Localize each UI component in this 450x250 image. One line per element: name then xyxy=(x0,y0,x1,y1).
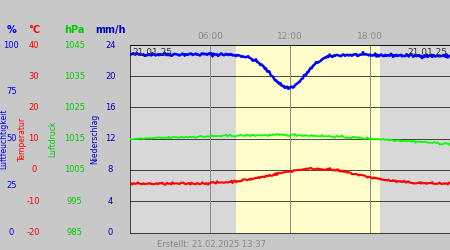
Text: Erstellt: 21.02.2025 13:37: Erstellt: 21.02.2025 13:37 xyxy=(157,240,266,249)
Text: 24: 24 xyxy=(105,40,116,50)
Text: 25: 25 xyxy=(6,181,17,190)
Text: Luftdruck: Luftdruck xyxy=(49,120,58,157)
Text: %: % xyxy=(6,25,16,35)
Text: 75: 75 xyxy=(6,88,17,96)
Text: 06:00: 06:00 xyxy=(197,32,223,41)
Text: 21.01.25: 21.01.25 xyxy=(132,48,172,56)
Text: Temperatur: Temperatur xyxy=(18,117,27,161)
Text: 995: 995 xyxy=(67,197,82,206)
Text: 1025: 1025 xyxy=(64,103,85,112)
Text: 12: 12 xyxy=(105,134,116,143)
Text: hPa: hPa xyxy=(64,25,85,35)
Text: 20: 20 xyxy=(105,72,116,81)
Text: 12:00: 12:00 xyxy=(277,32,303,41)
Text: 30: 30 xyxy=(28,72,39,81)
Text: 21.01.25: 21.01.25 xyxy=(408,48,448,56)
Text: 4: 4 xyxy=(108,197,113,206)
Text: 10: 10 xyxy=(28,134,39,143)
Text: -20: -20 xyxy=(27,228,40,237)
Text: 50: 50 xyxy=(6,134,17,143)
Text: °C: °C xyxy=(28,25,40,35)
Text: 100: 100 xyxy=(4,40,19,50)
Text: 1045: 1045 xyxy=(64,40,85,50)
Text: 18:00: 18:00 xyxy=(357,32,383,41)
Text: Niederschlag: Niederschlag xyxy=(90,114,99,164)
Text: 16: 16 xyxy=(105,103,116,112)
Text: mm/h: mm/h xyxy=(95,25,126,35)
Text: 8: 8 xyxy=(108,166,113,174)
Text: 40: 40 xyxy=(28,40,39,50)
Text: 1005: 1005 xyxy=(64,166,85,174)
Text: 0: 0 xyxy=(108,228,113,237)
Text: 1035: 1035 xyxy=(64,72,85,81)
Text: 0: 0 xyxy=(31,166,36,174)
Text: 0: 0 xyxy=(9,228,14,237)
Text: 985: 985 xyxy=(66,228,82,237)
Text: 1015: 1015 xyxy=(64,134,85,143)
Text: 20: 20 xyxy=(28,103,39,112)
Bar xyxy=(236,45,380,232)
Text: -10: -10 xyxy=(27,197,40,206)
Text: Luftfeuchtigkeit: Luftfeuchtigkeit xyxy=(0,108,8,169)
